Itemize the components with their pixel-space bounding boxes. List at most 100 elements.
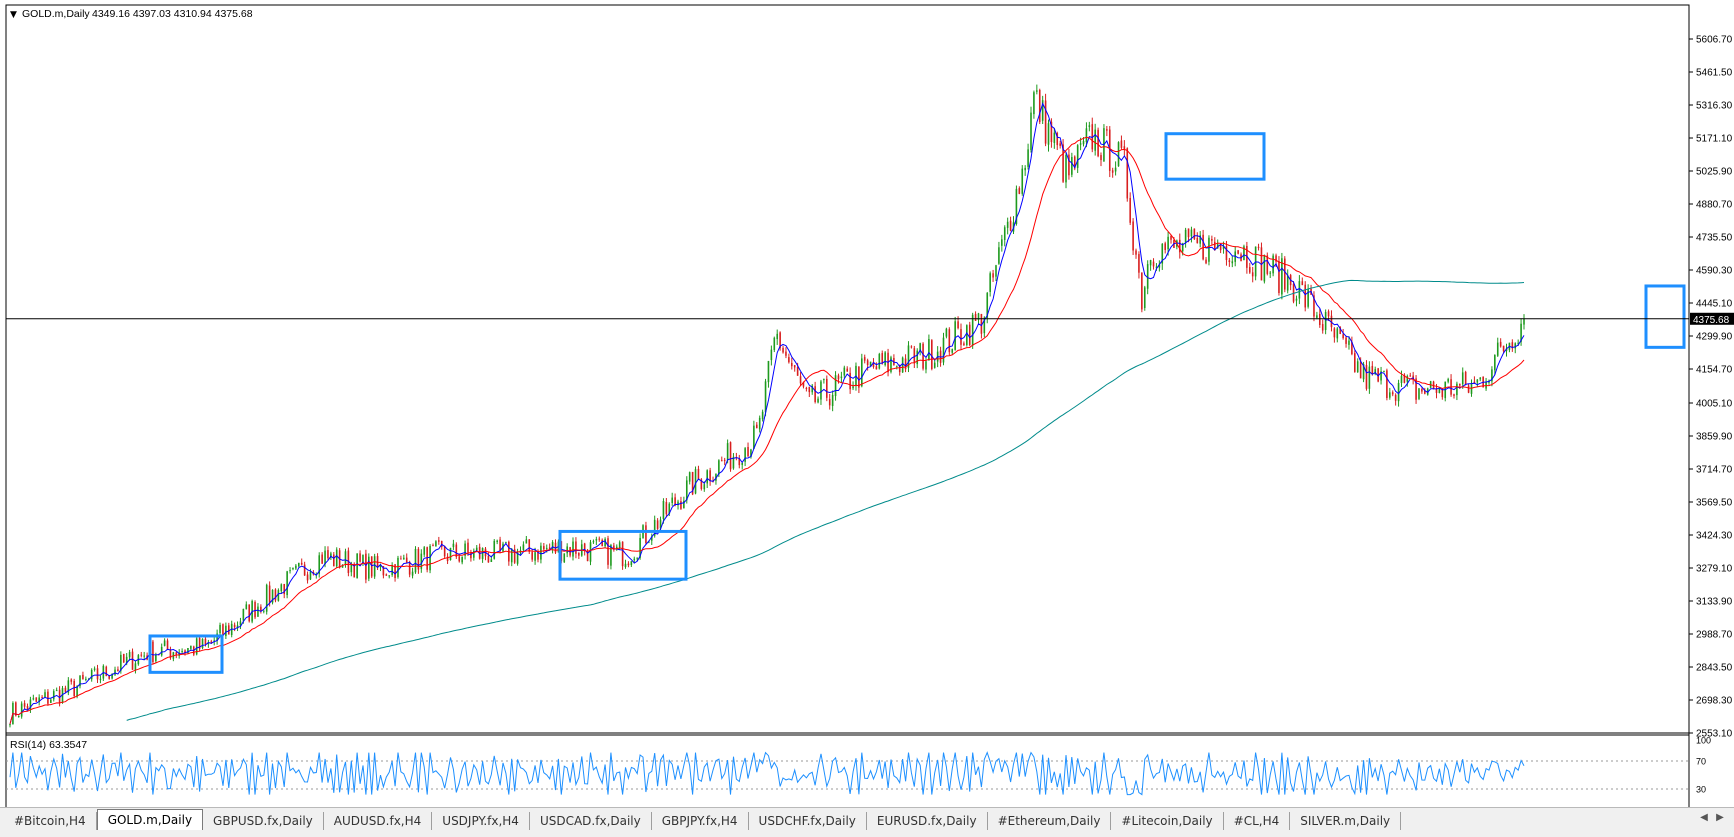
- rsi-tick-label: 70: [1696, 757, 1706, 767]
- medium-ma-line: [9, 136, 1525, 725]
- bear-candle: [306, 574, 309, 581]
- bear-candle: [184, 650, 186, 653]
- bear-candle: [788, 357, 790, 363]
- current-price-line: 4375.68: [6, 312, 1734, 326]
- bull-candle: [1208, 237, 1210, 262]
- rsi-pane: [5, 734, 1690, 814]
- bull-candle: [1071, 157, 1073, 175]
- bear-candle: [583, 543, 586, 552]
- price-tick-label: 5461.50: [1696, 68, 1733, 79]
- bull-candle: [1167, 236, 1169, 250]
- bull-candle: [90, 669, 93, 680]
- bull-candle: [475, 547, 478, 551]
- bull-candle: [50, 699, 52, 703]
- bull-candle: [1298, 281, 1301, 299]
- header-dropdown-icon[interactable]: ▼: [10, 10, 17, 20]
- bull-candle: [429, 545, 431, 571]
- bull-candle: [744, 448, 746, 462]
- price-tick-label: 3279.10: [1696, 564, 1733, 575]
- tab-silver-m-daily[interactable]: SILVER.m,Daily: [1290, 812, 1402, 830]
- bear-candle: [1009, 220, 1012, 231]
- tab-cl-h4[interactable]: #CL,H4: [1224, 812, 1291, 830]
- bull-candle: [761, 411, 764, 420]
- bear-candle: [122, 654, 125, 663]
- tab-eurusd-fx-daily[interactable]: EURUSD.fx,Daily: [867, 812, 988, 830]
- tab-usdcad-fx-daily[interactable]: USDCAD.fx,Daily: [530, 812, 652, 830]
- bull-candle: [671, 497, 673, 503]
- bull-candle: [1001, 239, 1003, 246]
- tab-audusd-fx-h4[interactable]: AUDUSD.fx,H4: [324, 812, 433, 830]
- tab-usdjpy-fx-h4[interactable]: USDJPY.fx,H4: [432, 812, 530, 830]
- bear-candle: [443, 546, 446, 557]
- bear-candle: [665, 502, 668, 515]
- bull-candle: [639, 537, 641, 558]
- bull-candle: [1336, 328, 1339, 339]
- bull-candle: [61, 688, 64, 703]
- bull-candle: [219, 624, 221, 634]
- bull-candle: [128, 651, 131, 658]
- bull-candle: [1380, 371, 1382, 381]
- bull-candle: [773, 337, 776, 350]
- bull-candle: [295, 565, 297, 569]
- bear-candle: [1441, 388, 1444, 398]
- tab-gbpusd-fx-daily[interactable]: GBPUSD.fx,Daily: [203, 812, 324, 830]
- tab-gbpjpy-fx-h4[interactable]: GBPJPY.fx,H4: [652, 812, 749, 830]
- bull-candle: [1027, 149, 1029, 167]
- bear-candle: [645, 525, 647, 544]
- status-strip: [0, 830, 1734, 837]
- bull-candle: [648, 541, 650, 543]
- bull-candle: [79, 675, 81, 687]
- bull-candle: [143, 655, 145, 657]
- bull-candle: [767, 360, 770, 383]
- bear-candle: [1050, 121, 1053, 143]
- bull-candle: [213, 640, 216, 642]
- tab-bitcoin-h4[interactable]: #Bitcoin,H4: [4, 812, 97, 830]
- bear-candle: [1403, 374, 1406, 383]
- bull-candle: [1374, 369, 1377, 375]
- tab-litecoin-daily[interactable]: #Litecoin,Daily: [1111, 812, 1224, 830]
- bear-candle: [1228, 260, 1231, 262]
- bull-candle: [1076, 145, 1079, 168]
- bear-candle: [1178, 239, 1181, 253]
- bull-candle: [1161, 243, 1164, 264]
- bull-candle: [942, 337, 945, 363]
- bull-candle: [1190, 229, 1193, 237]
- bull-candle: [20, 703, 23, 717]
- tab-scroll-left-icon[interactable]: ◀: [1700, 812, 1708, 823]
- bear-candle: [1196, 237, 1199, 244]
- bull-candle: [706, 470, 708, 484]
- bull-candle: [545, 547, 548, 549]
- price-tick-label: 5025.90: [1696, 167, 1733, 178]
- bear-candle: [960, 329, 962, 345]
- bear-candle: [697, 468, 700, 480]
- tab-gold-m-daily[interactable]: GOLD.m,Daily: [96, 809, 204, 830]
- bear-candle: [957, 321, 959, 329]
- bear-candle: [1152, 261, 1155, 267]
- bull-candle: [1114, 167, 1117, 172]
- tab-scroll-right-icon[interactable]: ▶: [1716, 812, 1724, 823]
- bear-candle: [300, 562, 303, 565]
- bull-candle: [1461, 372, 1464, 385]
- bull-candle: [715, 473, 717, 481]
- bear-candle: [846, 368, 849, 372]
- bull-candle: [776, 333, 779, 340]
- bear-candle: [1511, 342, 1514, 349]
- bull-candle: [995, 265, 997, 277]
- bull-candle: [1362, 364, 1365, 380]
- tab-usdchf-fx-daily[interactable]: USDCHF.fx,Daily: [749, 812, 867, 830]
- bull-candle: [423, 547, 426, 555]
- bear-candle: [872, 362, 875, 367]
- bear-candle: [1421, 389, 1423, 392]
- bull-candle: [85, 678, 87, 680]
- bull-candle: [411, 571, 414, 576]
- bull-candle: [1281, 258, 1283, 295]
- bear-candle: [499, 539, 501, 551]
- tab-ethereum-daily[interactable]: #Ethereum,Daily: [988, 812, 1112, 830]
- bull-candle: [1418, 388, 1420, 399]
- bear-candle: [1275, 255, 1277, 262]
- bull-candle: [1476, 379, 1479, 383]
- bull-candle: [534, 552, 536, 561]
- bull-candle: [490, 559, 493, 563]
- bear-candle: [910, 346, 913, 348]
